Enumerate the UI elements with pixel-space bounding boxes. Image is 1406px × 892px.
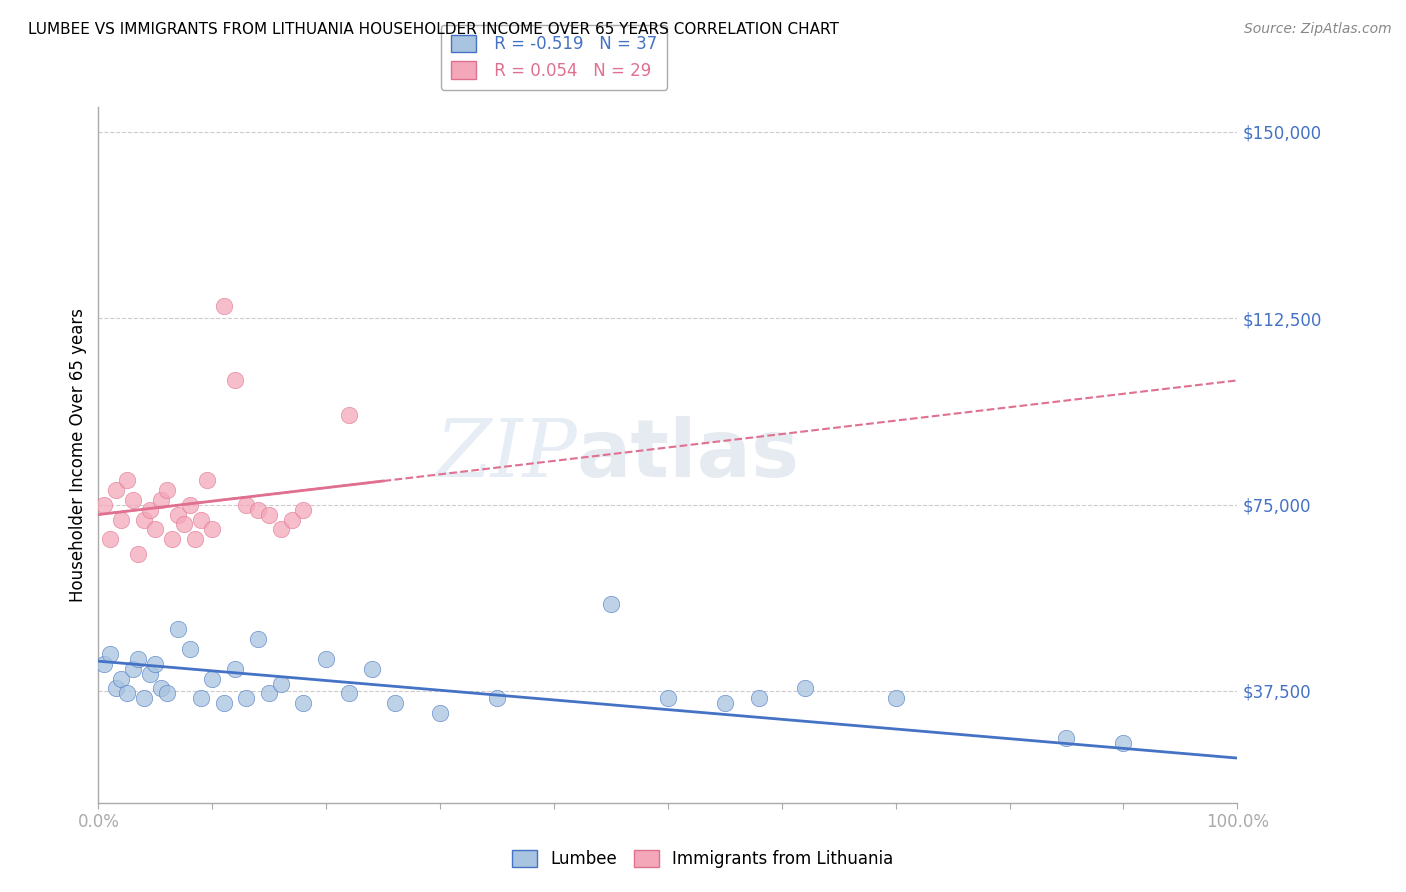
Point — [429, 706, 451, 721]
Point — [150, 681, 173, 696]
Point — [748, 691, 770, 706]
Point — [162, 533, 184, 547]
Point — [127, 651, 149, 665]
Point — [93, 657, 115, 671]
Point — [104, 483, 127, 497]
Point — [167, 622, 190, 636]
Point — [190, 512, 212, 526]
Point — [235, 691, 257, 706]
Point — [337, 686, 360, 700]
Text: LUMBEE VS IMMIGRANTS FROM LITHUANIA HOUSEHOLDER INCOME OVER 65 YEARS CORRELATION: LUMBEE VS IMMIGRANTS FROM LITHUANIA HOUS… — [28, 22, 839, 37]
Point — [884, 691, 907, 706]
Point — [360, 662, 382, 676]
Point — [167, 508, 190, 522]
Point — [270, 523, 292, 537]
Point — [110, 672, 132, 686]
Y-axis label: Householder Income Over 65 years: Householder Income Over 65 years — [69, 308, 87, 602]
Point — [127, 547, 149, 561]
Point — [714, 697, 737, 711]
Point — [384, 697, 406, 711]
Point — [793, 681, 815, 696]
Point — [270, 676, 292, 690]
Point — [195, 473, 218, 487]
Point — [212, 697, 235, 711]
Point — [600, 597, 623, 611]
Point — [292, 502, 315, 516]
Point — [235, 498, 257, 512]
Point — [259, 686, 281, 700]
Point — [93, 498, 115, 512]
Point — [1112, 736, 1135, 750]
Point — [156, 686, 179, 700]
Point — [201, 672, 224, 686]
Point — [115, 686, 138, 700]
Point — [246, 502, 269, 516]
Point — [138, 502, 160, 516]
Text: ZIP: ZIP — [434, 417, 576, 493]
Point — [224, 373, 246, 387]
Point — [104, 681, 127, 696]
Point — [110, 512, 132, 526]
Point — [179, 498, 201, 512]
Point — [486, 691, 509, 706]
Point — [98, 533, 121, 547]
Point — [121, 492, 143, 507]
Text: atlas: atlas — [576, 416, 800, 494]
Point — [224, 662, 246, 676]
Point — [292, 697, 315, 711]
Point — [98, 647, 121, 661]
Point — [315, 651, 337, 665]
Point — [138, 666, 160, 681]
Legend:  R = -0.519   N = 37,  R = 0.054   N = 29: R = -0.519 N = 37, R = 0.054 N = 29 — [440, 25, 668, 89]
Point — [190, 691, 212, 706]
Point — [337, 408, 360, 422]
Legend: Lumbee, Immigrants from Lithuania: Lumbee, Immigrants from Lithuania — [506, 843, 900, 875]
Point — [156, 483, 179, 497]
Point — [145, 657, 167, 671]
Point — [246, 632, 269, 646]
Point — [121, 662, 143, 676]
Point — [184, 533, 207, 547]
Point — [150, 492, 173, 507]
Point — [115, 473, 138, 487]
Point — [132, 512, 155, 526]
Point — [1056, 731, 1078, 746]
Point — [145, 523, 167, 537]
Point — [259, 508, 281, 522]
Point — [179, 641, 201, 656]
Point — [132, 691, 155, 706]
Text: Source: ZipAtlas.com: Source: ZipAtlas.com — [1244, 22, 1392, 37]
Point — [173, 517, 195, 532]
Point — [201, 523, 224, 537]
Point — [657, 691, 679, 706]
Point — [281, 512, 304, 526]
Point — [212, 299, 235, 313]
